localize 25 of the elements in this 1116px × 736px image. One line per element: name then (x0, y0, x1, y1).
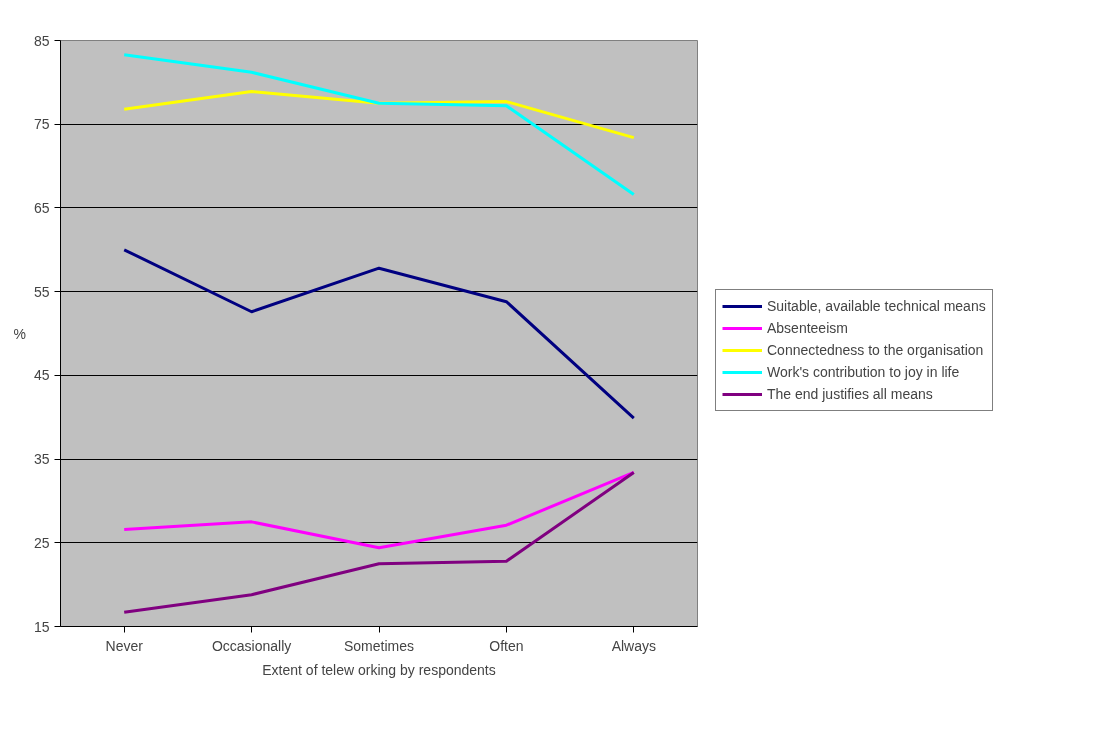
x-tick-label: Often (489, 637, 524, 654)
y-tick-label: 65 (33, 199, 50, 216)
legend-label: Suitable, available technical means (767, 298, 986, 314)
y-tick-label: 85 (33, 32, 50, 49)
x-tick-label: Occasionally (211, 637, 292, 654)
x-tick-label: Sometimes (343, 637, 415, 654)
legend-label: Connectedness to the organisation (767, 342, 984, 358)
line-series (122, 470, 636, 550)
y-tick-label: 75 (33, 116, 50, 133)
x-axis-title: Extent of telew orking by respondents (262, 661, 496, 678)
line-series (122, 248, 636, 420)
legend-label: The end justifies all means (767, 386, 933, 402)
y-tick-label: 45 (33, 367, 50, 384)
line-series (122, 53, 636, 197)
line-series (122, 90, 636, 140)
line-series (122, 470, 636, 614)
x-tick-label: Always (611, 637, 656, 654)
y-tick-label: 35 (33, 451, 50, 468)
legend-label: Work's contribution to joy in life (767, 364, 960, 380)
x-tick-label: Never (105, 637, 144, 654)
y-axis-title: % (13, 325, 26, 342)
y-tick-label: 55 (33, 283, 50, 300)
legend-label: Absenteeism (767, 320, 848, 336)
y-tick-label: 25 (33, 534, 50, 551)
y-tick-label: 15 (33, 618, 50, 635)
